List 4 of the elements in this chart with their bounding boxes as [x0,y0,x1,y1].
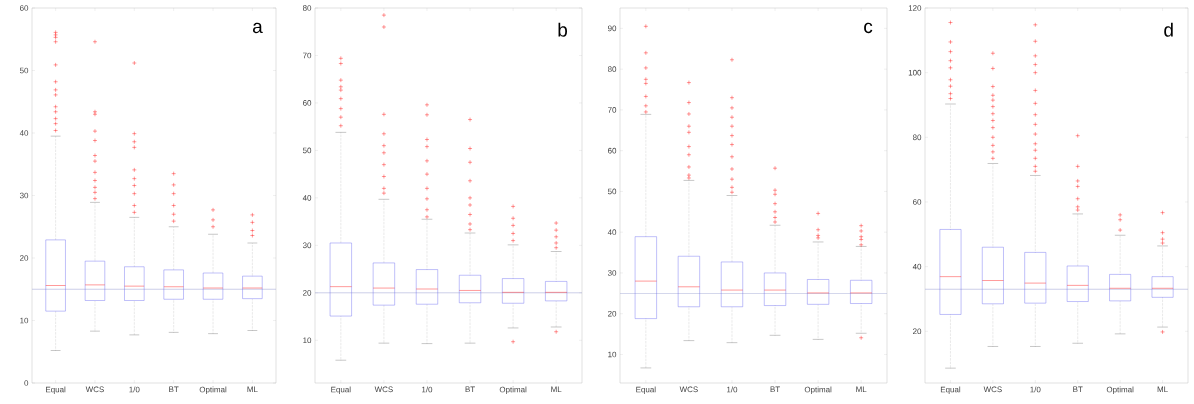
text: c [864,22,873,34]
text: b [558,22,568,37]
text: d [1164,22,1173,37]
text: a [252,22,263,34]
